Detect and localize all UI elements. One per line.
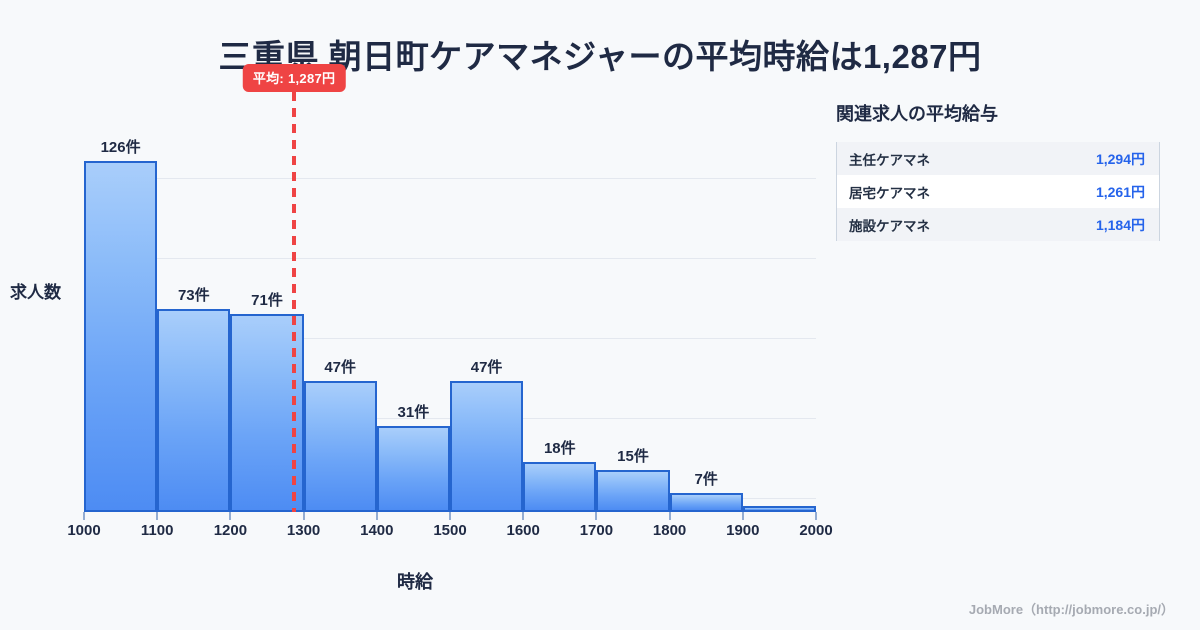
x-axis-tick [815, 512, 817, 520]
x-axis-tick-label: 1900 [726, 522, 760, 539]
salary-row-name: 施設ケアマネ [849, 218, 930, 234]
gridline [84, 178, 816, 179]
related-salary-panel: 関連求人の平均給与 主任ケアマネ 1,294円居宅ケアマネ 1,261円施設ケアマネ… [836, 100, 1166, 241]
salary-table: 主任ケアマネ 1,294円居宅ケアマネ 1,261円施設ケアマネ 1,184円 [836, 142, 1160, 241]
bar-value-label: 71件 [251, 292, 283, 310]
histogram-bar[interactable] [84, 161, 158, 512]
y-axis-title: 求人数 [10, 283, 61, 302]
x-axis-tick [449, 512, 451, 520]
x-axis-tick [669, 512, 671, 520]
histogram-bar[interactable] [230, 314, 304, 512]
histogram-chart: 求人数 126件 73件 71件 47件 31件 47件 18件 15件 7件 1000 1100 1… [0, 64, 833, 592]
bar-value-label: 73件 [177, 286, 210, 304]
x-axis-tick-label: 1200 [213, 522, 248, 539]
bar-value-label: 126件 [100, 139, 141, 157]
salary-row-value: 1,261円 [1095, 183, 1145, 200]
x-axis-tick-label: 1400 [360, 522, 394, 539]
histogram-bar[interactable] [157, 308, 231, 512]
related-salary-heading: 関連求人の平均給与 [836, 104, 998, 124]
x-axis-tick-label: 1000 [67, 522, 101, 539]
x-axis-tick-label: 1800 [652, 522, 687, 539]
gridline [84, 258, 816, 259]
bar-value-label: 18件 [543, 439, 576, 457]
histogram-bar[interactable] [596, 470, 670, 512]
x-axis-title: 時給 [397, 572, 433, 592]
histogram-bar[interactable] [303, 381, 377, 512]
histogram-bar[interactable] [450, 381, 524, 512]
salary-row-name: 居宅ケアマネ [849, 185, 930, 201]
x-axis-tick-label: 1700 [579, 522, 614, 539]
salary-row[interactable]: 施設ケアマネ 1,184円 [837, 208, 1159, 241]
x-axis-tick [595, 512, 597, 520]
bar-value-label: 47件 [470, 359, 503, 377]
x-axis-tick [376, 512, 378, 520]
salary-row-value: 1,184円 [1095, 216, 1145, 233]
x-axis-tick [229, 512, 231, 520]
histogram-bar[interactable] [376, 425, 450, 512]
x-axis-tick [742, 512, 744, 520]
page-title: 三重県 朝日町ケアマネジャーの平均時給は1,287円 [218, 38, 982, 75]
salary-row[interactable]: 居宅ケアマネ 1,261円 [837, 175, 1159, 208]
bar-value-label: 7件 [694, 470, 718, 488]
gridline [84, 338, 816, 339]
bar-value-label: 31件 [397, 403, 430, 421]
x-axis-tick-label: 1300 [286, 522, 321, 539]
average-line [292, 92, 297, 512]
x-axis-tick-label: 1100 [140, 522, 174, 539]
average-badge: 平均: 1,287円 [242, 64, 346, 92]
source-watermark: JobMore（http://jobmore.co.jp/） [968, 602, 1174, 617]
bar-value-label: 47件 [324, 359, 357, 377]
histogram-bar[interactable] [742, 506, 816, 512]
x-axis-tick [83, 512, 85, 520]
x-axis-tick-label: 1600 [506, 522, 540, 539]
x-axis-tick [156, 512, 158, 520]
histogram-bar[interactable] [669, 492, 743, 512]
plot-area: 126件 73件 71件 47件 31件 47件 18件 15件 7件 1000 1100 1200 1… [67, 64, 833, 539]
histogram-bar[interactable] [523, 461, 597, 512]
x-axis-tick [303, 512, 305, 520]
x-axis-tick-label: 1500 [433, 522, 467, 539]
x-axis-tick [522, 512, 524, 520]
salary-row[interactable]: 主任ケアマネ 1,294円 [837, 142, 1159, 175]
bar-value-label: 15件 [617, 448, 649, 466]
salary-row-name: 主任ケアマネ [849, 152, 930, 168]
salary-row-value: 1,294円 [1095, 150, 1145, 167]
x-axis-tick-label: 2000 [799, 522, 833, 539]
